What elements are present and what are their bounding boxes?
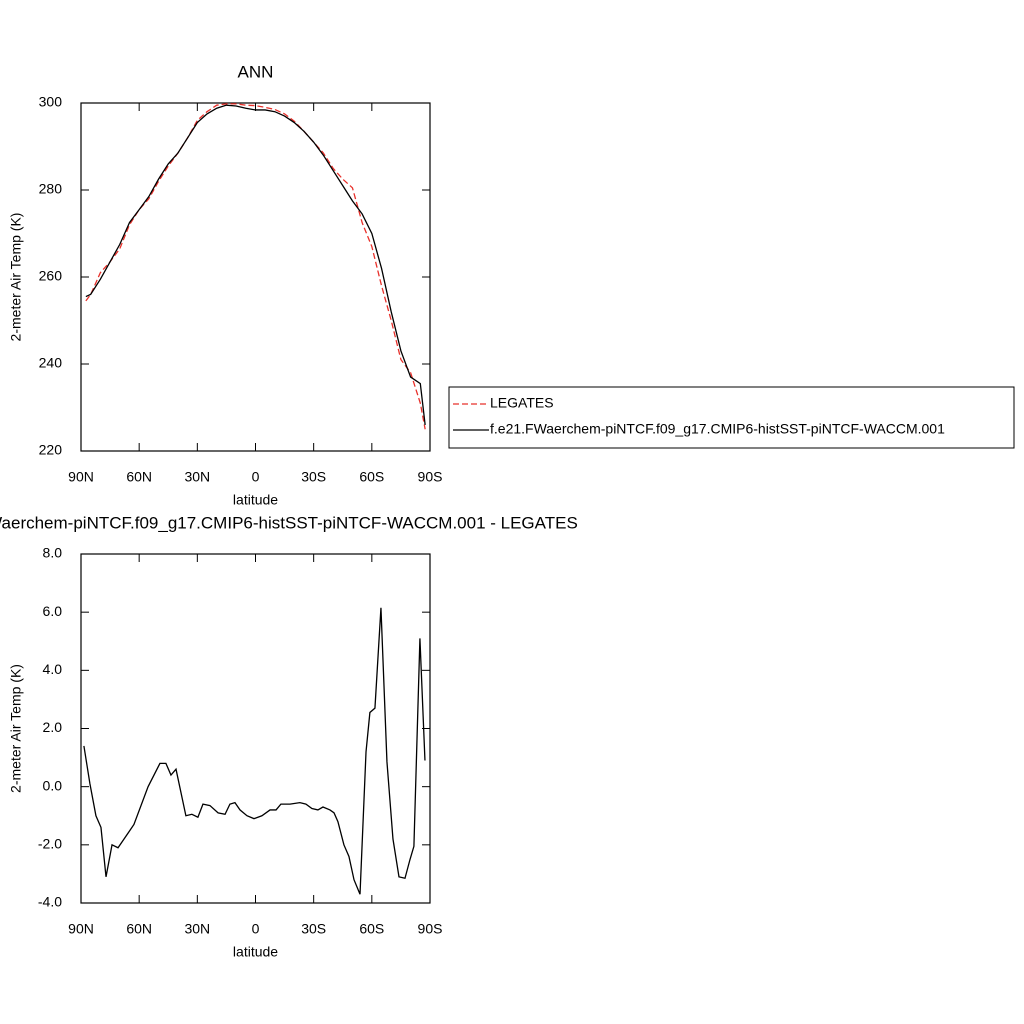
data-line [85, 103, 426, 430]
x-tick-label: 90N [68, 469, 94, 485]
legend-label: f.e21.FWaerchem-piNTCF.f09_g17.CMIP6-his… [490, 421, 945, 437]
y-tick-label: 8.0 [43, 545, 63, 561]
x-tick-label: 90N [68, 921, 94, 937]
x-tick-label: 60N [126, 469, 152, 485]
plot-frame [80, 102, 431, 452]
x-axis-label: latitude [233, 492, 278, 508]
y-tick-label: 0.0 [43, 777, 63, 793]
x-axis-label: latitude [233, 944, 278, 960]
x-tick-label: 30N [184, 469, 210, 485]
y-tick-label: 2.0 [43, 719, 63, 735]
y-tick-label: 260 [39, 268, 63, 284]
y-tick-label: 4.0 [43, 661, 63, 677]
y-tick-label: -2.0 [38, 836, 62, 852]
chart-title: f.e21.FWaerchem-piNTCF.f09_g17.CMIP6-his… [0, 513, 578, 532]
x-tick-label: 60S [359, 469, 384, 485]
x-tick-label: 0 [252, 469, 260, 485]
y-tick-label: -4.0 [38, 894, 62, 910]
plot-frame [80, 553, 431, 904]
legend-label: LEGATES [490, 395, 554, 411]
x-tick-label: 90S [418, 921, 443, 937]
y-tick-label: 280 [39, 181, 63, 197]
y-tick-label: 220 [39, 442, 63, 458]
y-tick-label: 300 [39, 94, 63, 110]
x-tick-label: 0 [252, 921, 260, 937]
legend-box [448, 386, 1015, 449]
y-tick-label: 240 [39, 355, 63, 371]
x-tick-label: 90S [418, 469, 443, 485]
x-tick-label: 60S [359, 921, 384, 937]
x-tick-label: 30S [301, 469, 326, 485]
x-tick-label: 30N [184, 921, 210, 937]
chart-title: ANN [238, 62, 274, 81]
y-tick-label: 6.0 [43, 603, 63, 619]
data-line [85, 104, 426, 425]
y-axis-label: 2-meter Air Temp (K) [8, 664, 24, 793]
x-tick-label: 30S [301, 921, 326, 937]
y-axis-label: 2-meter Air Temp (K) [8, 213, 24, 342]
data-line [83, 607, 426, 895]
x-tick-label: 60N [126, 921, 152, 937]
